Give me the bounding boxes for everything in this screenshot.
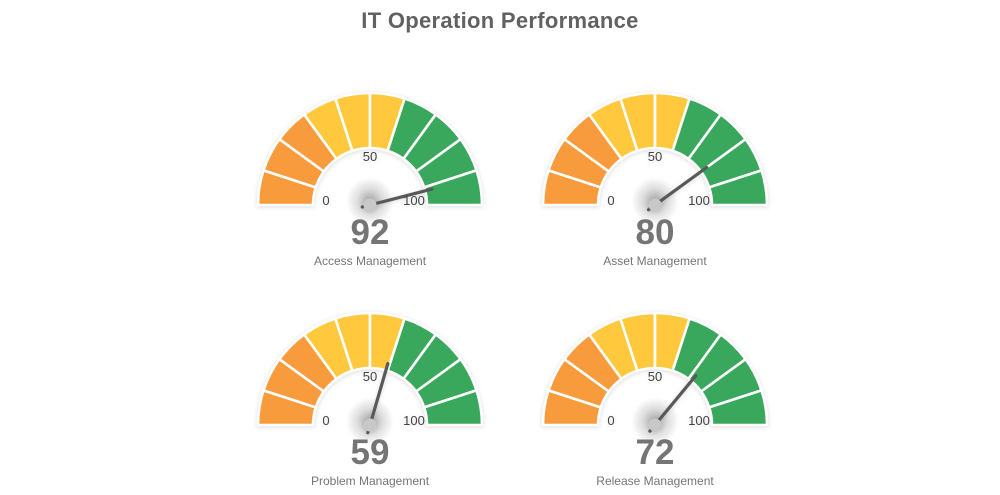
gauge-arc-access-management: 0 50 100 [256,91,484,225]
gauge-tick-label: 0 [607,413,614,428]
gauge-panel-asset-management: 0 50 100 80 Asset Management [535,85,775,267]
gauge-tick-label: 0 [607,193,614,208]
gauge-caption: Asset Management [603,254,707,268]
gauge-tick-label: 50 [648,369,662,384]
gauge-tick-label: 100 [403,413,425,428]
gauge-arc-release-management: 0 50 100 [541,311,769,445]
gauge-tick-label: 0 [322,193,329,208]
gauge-panel-access-management: 0 50 100 92 Access Management [250,85,490,267]
chart-title: IT Operation Performance [361,8,639,33]
gauge-tick-label: 100 [688,413,710,428]
gauge-segment [707,169,769,207]
gauge-caption: Release Management [596,474,714,488]
gauge-segment [422,389,484,427]
gauge-tick-label: 0 [322,413,329,428]
gauge-hub [363,198,377,212]
gauge-panel-problem-management: 0 50 100 59 Problem Management [250,305,490,487]
gauge-hub [363,418,377,432]
gauge-arc-asset-management: 0 50 100 [541,91,769,225]
gauge-hub [648,418,662,432]
gauge-tick-label: 50 [363,369,377,384]
gauge-tick-label: 100 [403,193,425,208]
gauge-caption: Access Management [313,254,427,268]
gauge-arc-problem-management: 0 50 100 [256,311,484,445]
gauge-caption: Problem Management [310,474,430,488]
gauge-segment [707,389,769,427]
gauge-panel-release-management: 0 50 100 72 Release Management [535,305,775,487]
gauge-tick-label: 100 [688,193,710,208]
gauge-tick-label: 50 [363,149,377,164]
gauge-segment [422,169,484,207]
gauge-hub [648,198,662,212]
gauge-tick-label: 50 [648,149,662,164]
